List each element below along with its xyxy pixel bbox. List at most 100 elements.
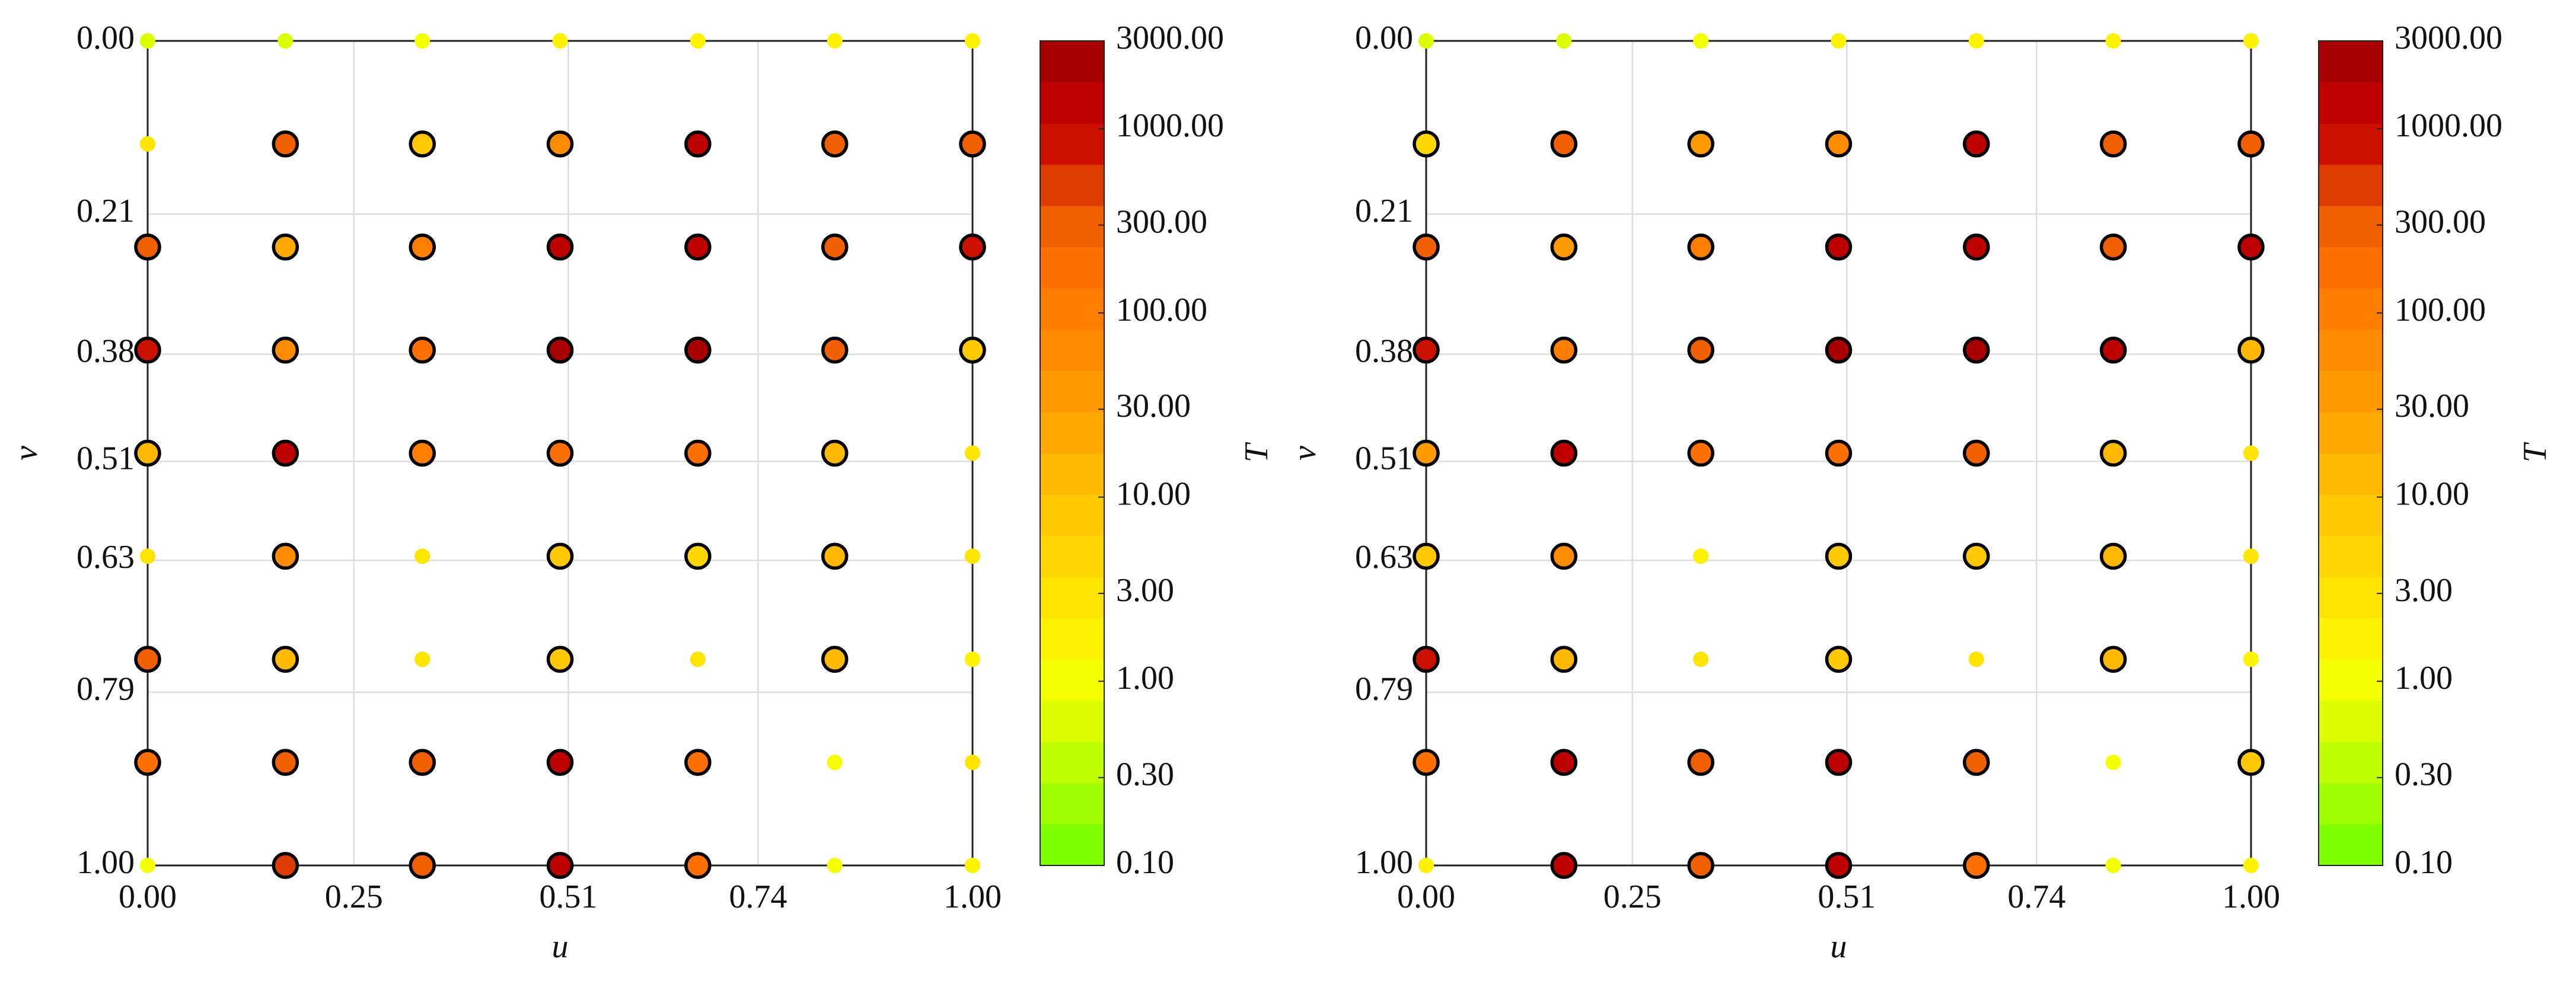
- colorbar-tick-label: 3.00: [2395, 572, 2453, 609]
- data-point: [2099, 130, 2127, 158]
- data-point: [1550, 646, 1578, 673]
- data-point: [1968, 33, 1984, 49]
- data-point: [409, 234, 436, 261]
- data-point: [2105, 858, 2121, 873]
- data-point: [965, 33, 980, 49]
- colorbar-tick-label: 1.00: [1116, 660, 1174, 697]
- data-point: [140, 548, 155, 564]
- x-tick-label: 1.00: [943, 878, 1002, 915]
- colorbar-tick-label: 10.00: [1116, 475, 1191, 512]
- colorbar-tick-label: 0.30: [2395, 756, 2453, 793]
- colorbar-band: [2319, 577, 2383, 619]
- data-point: [2243, 651, 2259, 667]
- data-point: [2237, 130, 2265, 158]
- data-point: [552, 33, 568, 49]
- data-point: [272, 234, 299, 261]
- data-point: [1963, 749, 1990, 776]
- colorbar-tick-label: 1.00: [2395, 660, 2453, 697]
- y-tick-label: 0.51: [76, 440, 135, 477]
- x-tick-label: 0.00: [1397, 878, 1455, 915]
- y-tick-label: 0.79: [76, 671, 135, 708]
- data-point: [827, 33, 843, 49]
- colorbar-label: T: [1238, 442, 1275, 462]
- data-point: [546, 852, 574, 879]
- data-point: [1963, 130, 1990, 158]
- data-point: [684, 749, 712, 776]
- y-tick-label: 0.00: [1355, 20, 1413, 56]
- colorbar-band: [1040, 742, 1104, 784]
- colorbar-band: [2319, 370, 2383, 413]
- data-point: [1413, 439, 1440, 467]
- data-point: [1687, 234, 1714, 261]
- colorbar-band: [2319, 824, 2383, 866]
- data-point: [821, 130, 849, 158]
- data-point: [1413, 130, 1440, 158]
- data-point: [2243, 33, 2259, 49]
- data-point: [1968, 651, 1984, 667]
- data-point: [2099, 234, 2127, 261]
- data-point: [409, 749, 436, 776]
- data-point: [821, 234, 849, 261]
- colorbar-tick-label: 3000.00: [2395, 20, 2502, 56]
- data-point: [1825, 749, 1853, 776]
- data-point: [272, 439, 299, 467]
- x-tick-label: 0.74: [2007, 878, 2065, 915]
- colorbar-band: [2319, 164, 2383, 206]
- colorbar-band: [2319, 618, 2383, 660]
- y-tick-label: 0.38: [1355, 333, 1413, 369]
- data-point: [1550, 852, 1578, 879]
- colorbar-frame: [1040, 40, 1105, 866]
- data-point: [1550, 749, 1578, 776]
- y-tick-label: 1.00: [76, 844, 135, 881]
- data-point: [1556, 33, 1572, 49]
- data-point: [1825, 439, 1853, 467]
- panel: 0.00 0.25 0.51 0.74 1.000.000.210.380.510.63…: [1286, 20, 2553, 965]
- data-point: [272, 542, 299, 570]
- data-point: [1693, 33, 1709, 49]
- y-tick-label: 0.63: [76, 539, 135, 576]
- data-point: [415, 651, 431, 667]
- colorbar-band: [1040, 700, 1104, 742]
- colorbar-band: [2319, 742, 2383, 784]
- colorbar-tick-label: 300.00: [1116, 204, 1207, 241]
- colorbar-band: [2319, 411, 2383, 453]
- data-point: [1693, 651, 1709, 667]
- x-tick-label: 0.51: [539, 878, 597, 915]
- data-point: [959, 130, 986, 158]
- data-point: [1550, 336, 1578, 364]
- colorbar-band: [1040, 453, 1104, 495]
- data-point: [684, 130, 712, 158]
- data-point: [1413, 336, 1440, 364]
- colorbar-band: [1040, 535, 1104, 577]
- panel: 0.00 0.25 0.51 0.74 1.000.000.210.380.510.63…: [8, 20, 1275, 965]
- data-point: [546, 439, 574, 467]
- data-point: [546, 646, 574, 673]
- data-point: [415, 33, 431, 49]
- data-point: [827, 755, 843, 771]
- data-point: [1687, 336, 1714, 364]
- data-point: [272, 646, 299, 673]
- data-point: [959, 336, 986, 364]
- data-point: [690, 651, 706, 667]
- colorbar-band: [2319, 535, 2383, 577]
- data-point: [821, 336, 849, 364]
- data-point: [684, 336, 712, 364]
- data-point: [1687, 852, 1714, 879]
- x-tick-label: 1.00: [2222, 878, 2280, 915]
- colorbar-tick-label: 100.00: [1116, 292, 1207, 328]
- data-point: [1418, 33, 1434, 49]
- data-point: [1413, 749, 1440, 776]
- y-tick-label: 0.79: [1355, 671, 1413, 708]
- data-point: [272, 336, 299, 364]
- data-point: [1687, 439, 1714, 467]
- data-point: [1825, 852, 1853, 879]
- data-point: [684, 439, 712, 467]
- data-point: [1550, 542, 1578, 570]
- y-axis-label: v: [8, 446, 44, 461]
- data-point: [1687, 749, 1714, 776]
- colorbar-tick-label: 100.00: [2395, 292, 2486, 328]
- data-point: [140, 858, 155, 873]
- colorbar-tick-label: 30.00: [2395, 388, 2469, 424]
- y-tick-label: 0.21: [76, 193, 135, 229]
- colorbar-band: [1040, 824, 1104, 866]
